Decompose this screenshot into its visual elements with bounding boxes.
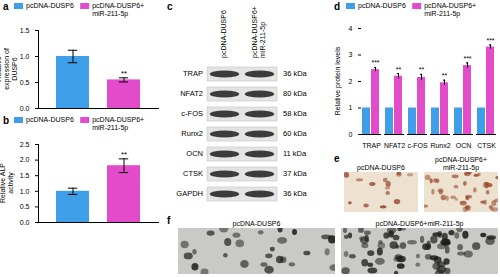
svg-text:d: d — [334, 1, 340, 12]
svg-text:pcDNA-DUSP6+: pcDNA-DUSP6+ — [424, 2, 476, 10]
svg-text:***: *** — [486, 37, 494, 44]
svg-text:CTSK: CTSK — [477, 142, 496, 149]
svg-text:1.0: 1.0 — [20, 53, 30, 60]
svg-text:1: 1 — [349, 104, 353, 111]
svg-text:0.5: 0.5 — [20, 79, 30, 86]
svg-text:NFAT2: NFAT2 — [180, 89, 203, 98]
svg-text:**: ** — [442, 72, 448, 79]
svg-text:Relative protein levels: Relative protein levels — [334, 46, 342, 115]
svg-text:0.0: 0.0 — [20, 219, 30, 226]
svg-text:OCN: OCN — [186, 149, 203, 158]
svg-text:11 kDa: 11 kDa — [283, 149, 307, 158]
svg-text:0.5: 0.5 — [20, 203, 30, 210]
svg-text:b: b — [3, 115, 9, 126]
svg-text:pcDNA-DUSP6: pcDNA-DUSP6 — [220, 10, 228, 58]
svg-text:37 kDa: 37 kDa — [283, 169, 308, 178]
svg-text:pcDNA-DUSP6+: pcDNA-DUSP6+ — [435, 156, 487, 164]
svg-text:**: ** — [396, 66, 402, 73]
svg-text:NFAT2: NFAT2 — [384, 142, 405, 149]
svg-text:miR-211-5p: miR-211-5p — [259, 22, 267, 58]
svg-text:1.5: 1.5 — [20, 172, 30, 179]
svg-text:Runx2: Runx2 — [181, 129, 203, 138]
svg-text:DUSP6: DUSP6 — [11, 57, 18, 80]
svg-text:**: ** — [121, 69, 127, 78]
svg-text:pcDNA-DUSP6: pcDNA-DUSP6 — [358, 2, 406, 10]
svg-text:2: 2 — [349, 78, 353, 85]
svg-text:e: e — [334, 153, 340, 164]
svg-text:c: c — [167, 1, 173, 12]
svg-text:3: 3 — [349, 51, 353, 58]
svg-text:Relative: Relative — [0, 56, 2, 81]
svg-text:pcDNA-DUSP6: pcDNA-DUSP6 — [357, 164, 405, 172]
svg-text:58 kDa: 58 kDa — [283, 109, 308, 118]
svg-text:pcDNA-DUSP6+miR-211-5p: pcDNA-DUSP6+miR-211-5p — [376, 220, 464, 228]
svg-text:1.5: 1.5 — [20, 27, 30, 34]
svg-text:OCN: OCN — [456, 142, 472, 149]
svg-text:CTSK: CTSK — [183, 169, 203, 178]
svg-text:pcDNA-DUSP6+: pcDNA-DUSP6+ — [251, 6, 259, 58]
svg-text:GAPDH: GAPDH — [176, 189, 203, 198]
svg-text:activity: activity — [7, 172, 15, 194]
svg-text:Relative ALP: Relative ALP — [0, 163, 6, 203]
svg-text:4: 4 — [349, 25, 353, 32]
svg-text:a: a — [3, 1, 9, 12]
svg-text:pcDNA-DUSP6+: pcDNA-DUSP6+ — [92, 116, 144, 124]
svg-text:1.0: 1.0 — [20, 188, 30, 195]
svg-text:pcDNA-DUSP6: pcDNA-DUSP6 — [233, 220, 281, 228]
svg-text:miR-211-5p: miR-211-5p — [92, 10, 128, 18]
svg-text:**: ** — [121, 150, 127, 159]
svg-text:0.0: 0.0 — [20, 105, 30, 112]
svg-text:pcDNA-DUSP6: pcDNA-DUSP6 — [26, 116, 74, 124]
svg-text:f: f — [167, 215, 171, 226]
svg-text:**: ** — [419, 66, 425, 73]
svg-text:Runx2: Runx2 — [430, 142, 450, 149]
svg-text:pcDNA-DUSP6: pcDNA-DUSP6 — [26, 2, 74, 10]
svg-text:80 kDa: 80 kDa — [283, 89, 308, 98]
svg-text:2.0: 2.0 — [20, 156, 30, 163]
svg-text:miR-211-5p: miR-211-5p — [92, 124, 128, 132]
svg-text:0: 0 — [349, 131, 353, 138]
svg-text:expression of: expression of — [3, 48, 11, 90]
svg-text:c-FOS: c-FOS — [407, 142, 428, 149]
svg-text:***: *** — [371, 59, 379, 66]
svg-text:c-FOS: c-FOS — [181, 109, 203, 118]
svg-text:36 kDa: 36 kDa — [283, 69, 308, 78]
svg-text:miR-211-5p: miR-211-5p — [443, 164, 479, 172]
svg-text:pcDNA-DUSP6+: pcDNA-DUSP6+ — [92, 2, 144, 10]
svg-text:miR-211-5p: miR-211-5p — [424, 10, 460, 18]
svg-text:TRAP: TRAP — [362, 142, 381, 149]
svg-text:36 kDa: 36 kDa — [283, 189, 308, 198]
svg-text:TRAP: TRAP — [183, 69, 203, 78]
svg-text:2.5: 2.5 — [20, 141, 30, 148]
svg-text:60 kDa: 60 kDa — [283, 129, 308, 138]
svg-text:***: *** — [463, 55, 471, 62]
